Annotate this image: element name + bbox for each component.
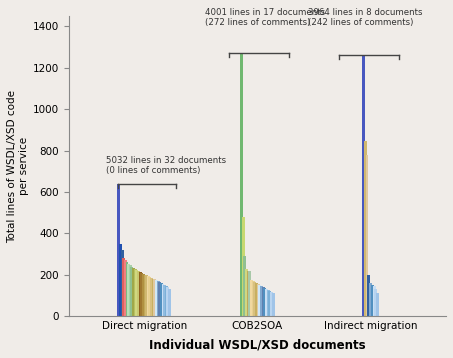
Bar bbox=[124, 260, 127, 316]
Bar bbox=[119, 244, 122, 316]
Bar bbox=[367, 275, 370, 316]
Bar bbox=[362, 55, 365, 316]
Bar bbox=[270, 292, 273, 316]
Bar bbox=[269, 291, 271, 316]
Bar bbox=[137, 271, 140, 316]
Bar bbox=[139, 272, 141, 316]
Bar bbox=[165, 286, 168, 316]
Bar bbox=[242, 217, 245, 316]
Bar bbox=[135, 270, 138, 316]
Bar bbox=[120, 250, 124, 316]
Bar bbox=[155, 280, 158, 316]
Bar bbox=[265, 289, 268, 316]
Bar bbox=[140, 273, 143, 316]
Bar bbox=[150, 278, 153, 316]
Bar bbox=[373, 286, 376, 316]
Bar bbox=[250, 280, 253, 316]
Bar bbox=[132, 267, 135, 316]
Bar bbox=[142, 274, 145, 316]
Bar bbox=[375, 289, 377, 316]
Bar bbox=[376, 294, 379, 316]
Bar bbox=[247, 271, 250, 316]
Bar bbox=[245, 268, 248, 316]
Bar bbox=[248, 271, 251, 316]
Bar bbox=[255, 283, 258, 316]
Bar bbox=[149, 277, 151, 316]
Bar bbox=[147, 276, 149, 316]
Text: 3964 lines in 8 documents
(242 lines of comments): 3964 lines in 8 documents (242 lines of … bbox=[308, 8, 423, 27]
Y-axis label: Total lines of WSDL/XSD code
per service: Total lines of WSDL/XSD code per service bbox=[7, 90, 29, 243]
Bar bbox=[272, 294, 275, 316]
Bar bbox=[243, 256, 246, 316]
Bar bbox=[168, 289, 171, 316]
Bar bbox=[257, 284, 260, 316]
Bar bbox=[157, 281, 159, 316]
Bar bbox=[152, 279, 154, 316]
Bar bbox=[371, 285, 374, 316]
Bar bbox=[364, 141, 366, 316]
Bar bbox=[117, 184, 120, 316]
Bar bbox=[262, 287, 265, 316]
Bar bbox=[129, 266, 132, 316]
Bar bbox=[145, 275, 148, 316]
Text: 4001 lines in 17 documents
(272 lines of comments): 4001 lines in 17 documents (272 lines of… bbox=[205, 8, 325, 27]
Bar bbox=[253, 282, 256, 316]
X-axis label: Individual WSDL/XSD documents: Individual WSDL/XSD documents bbox=[149, 338, 366, 351]
Text: 5032 lines in 32 documents
(0 lines of comments): 5032 lines in 32 documents (0 lines of c… bbox=[106, 156, 226, 175]
Bar bbox=[267, 290, 270, 316]
Bar bbox=[144, 275, 146, 316]
Bar bbox=[160, 283, 163, 316]
Bar bbox=[240, 53, 243, 316]
Bar bbox=[158, 282, 161, 316]
Bar bbox=[366, 155, 368, 316]
Bar bbox=[153, 279, 156, 316]
Bar bbox=[163, 285, 166, 316]
Bar bbox=[125, 262, 129, 316]
Bar bbox=[264, 288, 266, 316]
Bar bbox=[258, 285, 261, 316]
Bar bbox=[260, 286, 263, 316]
Bar bbox=[166, 287, 169, 316]
Bar bbox=[122, 258, 125, 316]
Bar bbox=[369, 283, 372, 316]
Bar bbox=[134, 268, 137, 316]
Bar bbox=[127, 265, 130, 316]
Bar bbox=[252, 281, 255, 316]
Bar bbox=[162, 284, 164, 316]
Bar bbox=[130, 267, 133, 316]
